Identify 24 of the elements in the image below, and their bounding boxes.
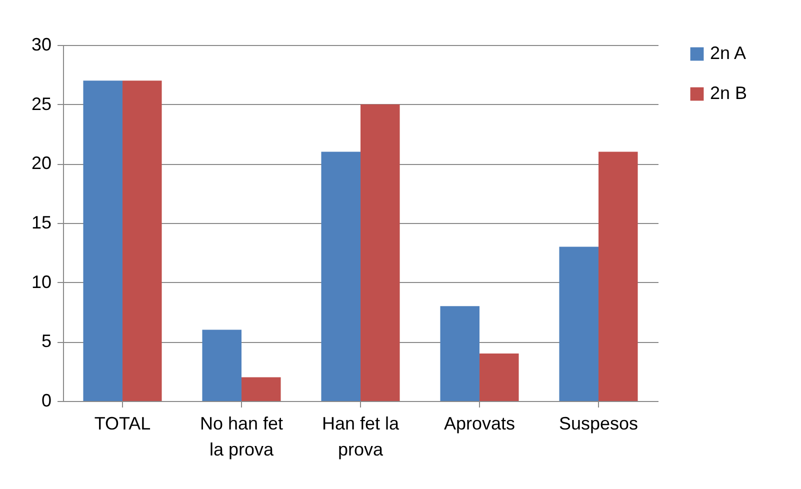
y-tick-label: 25: [31, 94, 52, 114]
y-tick-label: 15: [31, 212, 52, 232]
x-tick-label: Aprovats: [444, 414, 516, 434]
bar: [242, 377, 281, 401]
x-tick-label: Han fet la prova: [322, 414, 400, 460]
bar: [83, 80, 122, 401]
bar: [440, 306, 480, 401]
y-tick-label: 5: [41, 331, 52, 352]
x-tick-label: No han fet la prova: [200, 414, 284, 460]
bar: [122, 80, 162, 401]
x-tick-label: Suspesos: [558, 414, 638, 434]
legend-label: 2n B: [710, 83, 748, 103]
y-tick-label: 20: [31, 153, 52, 174]
y-tick-label: 10: [31, 272, 52, 292]
bar: [598, 152, 638, 401]
bar: [202, 330, 242, 401]
bar: [360, 104, 400, 401]
bar: [559, 246, 598, 401]
y-tick-label: 30: [31, 34, 52, 54]
y-tick-label: 0: [41, 390, 52, 410]
x-tick-label: TOTAL: [94, 414, 151, 434]
bar: [321, 152, 360, 401]
legend-label: 2n A: [710, 43, 746, 63]
bar: [480, 354, 519, 401]
